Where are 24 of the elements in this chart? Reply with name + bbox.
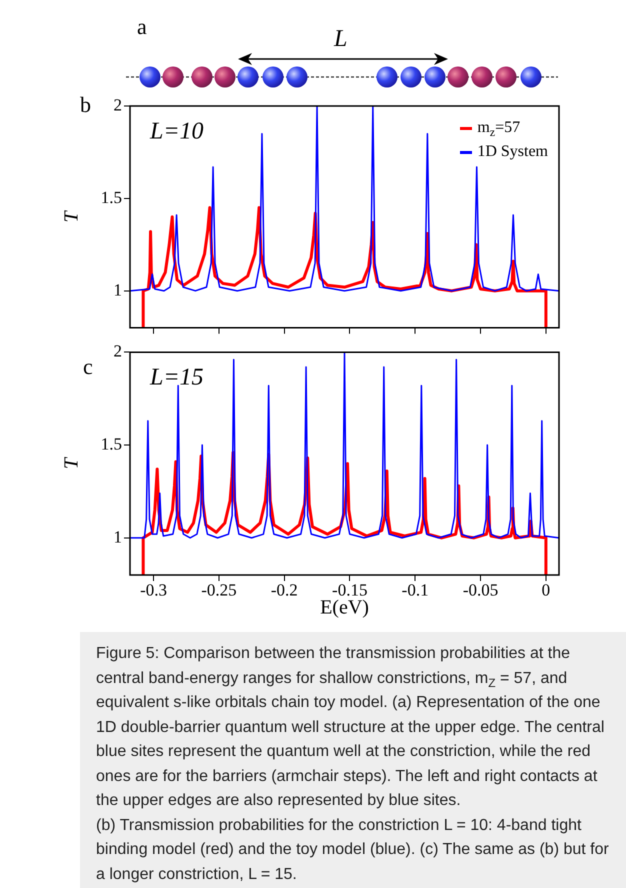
y-tick-label: 1.5 — [100, 188, 122, 207]
x-tick-label: 0 — [542, 580, 550, 600]
chart-title: c — [83, 354, 93, 380]
y-tick-label: 1 — [114, 280, 122, 300]
y-tick-label: 1.5 — [100, 434, 122, 454]
legend-label: 1D System — [477, 142, 548, 162]
y-axis-title: T — [60, 456, 82, 470]
annotation: L=15 — [149, 364, 204, 391]
x-tick-label: -0.2 — [270, 580, 298, 600]
chart-title: b — [80, 92, 91, 118]
y-tick-label: 2 — [114, 342, 122, 361]
y-tick-label: 2 — [114, 95, 122, 114]
text: L — [334, 26, 348, 53]
annotation: L=10 — [149, 118, 204, 144]
y-axis-title: T — [60, 209, 82, 222]
x-tick-label: -0.25 — [201, 580, 237, 600]
text: Figure 5: Comparison between the transmission probabilities at the central band-energy ranges for shallow constrictions, m$_{Z}$ = 57, and equivalent s-like orbitals chain toy model. (a) Representation of the one 1D double-barrier quantum well structure at the upper edge. The central blue sites represent the quantum well at the constriction, while the red ones are for the barriers (armchair steps). The left and right contacts at the upper edges are also represented by blue sites. — [96, 645, 604, 809]
text: (b) Transmission probabilities for the constriction L = 10: 4-band tight binding model (red) and the toy model (blue). (c) The same as (b) but for a longer constriction, L = 15. — [96, 816, 610, 884]
x-tick-label: -0.3 — [140, 580, 168, 600]
text: a — [137, 14, 147, 40]
y-tick-label: 1 — [114, 527, 122, 546]
x-tick-label: -0.05 — [462, 580, 498, 600]
x-tick-label: -0.1 — [402, 580, 429, 600]
legend-label: m$_{z}$=57 — [477, 118, 520, 140]
